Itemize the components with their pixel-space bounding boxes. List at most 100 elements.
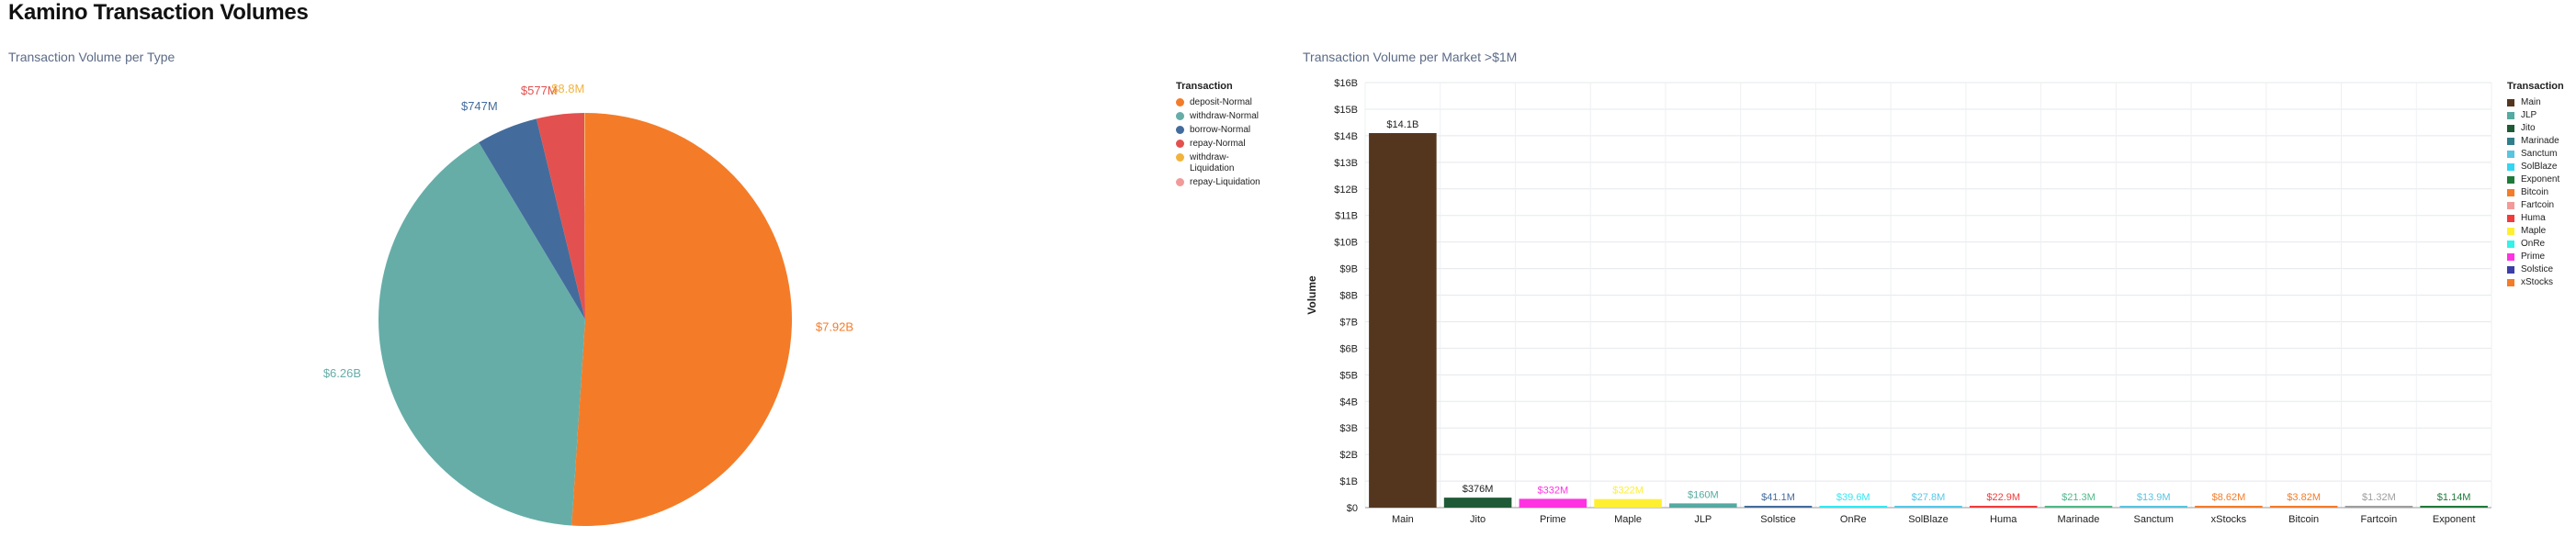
- bar[interactable]: [1744, 506, 1813, 508]
- bar[interactable]: [1369, 132, 1437, 508]
- legend-swatch: [1176, 112, 1184, 120]
- bar-value-label: $160M: [1688, 489, 1719, 500]
- pie-legend-item[interactable]: borrow-Normal: [1176, 125, 1277, 136]
- legend-swatch: [1176, 178, 1184, 186]
- y-tick-label: $9B: [1339, 264, 1358, 275]
- bar[interactable]: [2195, 506, 2263, 508]
- legend-label: Sanctum: [2521, 149, 2558, 159]
- y-tick-label: $8B: [1339, 291, 1358, 302]
- bar-value-label: $8.62M: [2212, 492, 2246, 503]
- legend-swatch: [2507, 176, 2514, 184]
- y-tick-label: $10B: [1334, 238, 1358, 249]
- x-tick-label: Huma: [1990, 514, 2017, 525]
- bar-legend-item[interactable]: Fartcoin: [2507, 200, 2576, 211]
- pie-legend: Transaction deposit-Normal withdraw-Norma…: [1176, 81, 1277, 191]
- legend-swatch: [1176, 140, 1184, 148]
- pie-legend-item[interactable]: repay-Normal: [1176, 139, 1277, 150]
- pie-legend-title: Transaction: [1176, 81, 1233, 92]
- y-tick-label: $4B: [1339, 397, 1358, 408]
- y-tick-label: $11B: [1335, 211, 1358, 222]
- legend-swatch: [2507, 99, 2514, 106]
- bar-value-label: $14.1B: [1386, 119, 1418, 130]
- legend-label: repay-Normal: [1190, 139, 1246, 149]
- pie-slice[interactable]: [479, 118, 585, 319]
- bar-legend-item[interactable]: OnRe: [2507, 239, 2576, 250]
- bar[interactable]: [1443, 498, 1512, 508]
- legend-label: Bitcoin: [2521, 187, 2549, 197]
- bar-value-label: $27.8M: [1912, 492, 1946, 503]
- bar-legend-item[interactable]: Exponent: [2507, 174, 2576, 185]
- legend-label: deposit-Normal: [1190, 97, 1252, 107]
- legend-label: repay-Liquidation: [1190, 177, 1260, 187]
- bar-legend-item[interactable]: Prime: [2507, 252, 2576, 263]
- legend-label: Fartcoin: [2521, 200, 2555, 210]
- bar[interactable]: [1819, 506, 1888, 508]
- legend-swatch: [2507, 112, 2514, 119]
- y-tick-label: $2B: [1339, 450, 1358, 461]
- pie-slice[interactable]: [378, 142, 585, 526]
- legend-label: withdraw-Liquidation: [1190, 152, 1235, 173]
- bar-legend-item[interactable]: Huma: [2507, 213, 2576, 224]
- bar[interactable]: [1594, 498, 1662, 508]
- bar[interactable]: [1894, 506, 1962, 508]
- bar-legend-item[interactable]: Main: [2507, 97, 2576, 108]
- legend-swatch: [2507, 138, 2514, 145]
- legend-label: Main: [2521, 97, 2541, 107]
- pie-legend-item[interactable]: deposit-Normal: [1176, 97, 1277, 108]
- y-tick-label: $12B: [1334, 185, 1358, 196]
- x-tick-label: Main: [1392, 514, 1414, 525]
- bar-value-label: $41.1M: [1761, 492, 1795, 503]
- bar-legend-item[interactable]: Sanctum: [2507, 149, 2576, 160]
- legend-swatch: [2507, 279, 2514, 286]
- legend-label: Prime: [2521, 252, 2546, 262]
- bar-legend: Transaction Main JLP Jito Marinade Sanctum So…: [2507, 81, 2576, 290]
- bar-legend-item[interactable]: Bitcoin: [2507, 187, 2576, 198]
- y-axis-label: Volume: [1305, 275, 1318, 315]
- x-tick-label: xStocks: [2211, 514, 2247, 525]
- bar[interactable]: [2344, 506, 2413, 508]
- bar[interactable]: [2119, 506, 2187, 508]
- bar-legend-item[interactable]: xStocks: [2507, 277, 2576, 288]
- y-tick-label: $0: [1347, 503, 1358, 514]
- bar-value-label: $21.3M: [2062, 492, 2096, 503]
- x-tick-label: Prime: [1540, 514, 1566, 525]
- pie-slice[interactable]: [536, 113, 585, 319]
- bar-value-label: $39.6M: [1836, 492, 1870, 503]
- x-tick-label: Maple: [1614, 514, 1642, 525]
- x-tick-label: JLP: [1694, 514, 1712, 525]
- bar-legend-item[interactable]: SolBlaze: [2507, 162, 2576, 173]
- bar[interactable]: [1519, 498, 1587, 508]
- bar-legend-item[interactable]: JLP: [2507, 110, 2576, 121]
- legend-label: Huma: [2521, 213, 2546, 223]
- pie-slice[interactable]: [571, 113, 792, 526]
- pie-legend-item[interactable]: withdraw-Normal: [1176, 111, 1277, 122]
- bar[interactable]: [1969, 506, 2038, 508]
- bar[interactable]: [2420, 506, 2488, 508]
- legend-swatch: [2507, 215, 2514, 222]
- y-tick-label: $6B: [1339, 343, 1358, 354]
- bar[interactable]: [2044, 506, 2113, 508]
- pie-slice[interactable]: [584, 113, 585, 319]
- x-tick-label: Jito: [1470, 514, 1486, 525]
- bar-value-label: $376M: [1463, 484, 1494, 495]
- bar-legend-item[interactable]: Solstice: [2507, 264, 2576, 275]
- legend-swatch: [1176, 98, 1184, 106]
- bar[interactable]: [1669, 503, 1737, 508]
- x-tick-label: Bitcoin: [2288, 514, 2319, 525]
- bar-legend-item[interactable]: Jito: [2507, 123, 2576, 134]
- y-tick-label: $16B: [1334, 78, 1358, 89]
- legend-label: xStocks: [2521, 277, 2554, 287]
- pie-legend-item[interactable]: withdraw-Liquidation: [1176, 152, 1277, 174]
- x-tick-label: OnRe: [1840, 514, 1867, 525]
- legend-swatch: [2507, 151, 2514, 158]
- y-tick-label: $5B: [1339, 370, 1358, 381]
- bar-chart-title: Transaction Volume per Market >$1M: [1303, 50, 1518, 64]
- legend-swatch: [2507, 253, 2514, 261]
- legend-label: Exponent: [2521, 174, 2560, 185]
- bar[interactable]: [2269, 506, 2338, 508]
- bar-legend-item[interactable]: Marinade: [2507, 136, 2576, 147]
- legend-swatch: [2507, 241, 2514, 248]
- bar-legend-item[interactable]: Maple: [2507, 226, 2576, 237]
- pie-legend-item[interactable]: repay-Liquidation: [1176, 177, 1277, 188]
